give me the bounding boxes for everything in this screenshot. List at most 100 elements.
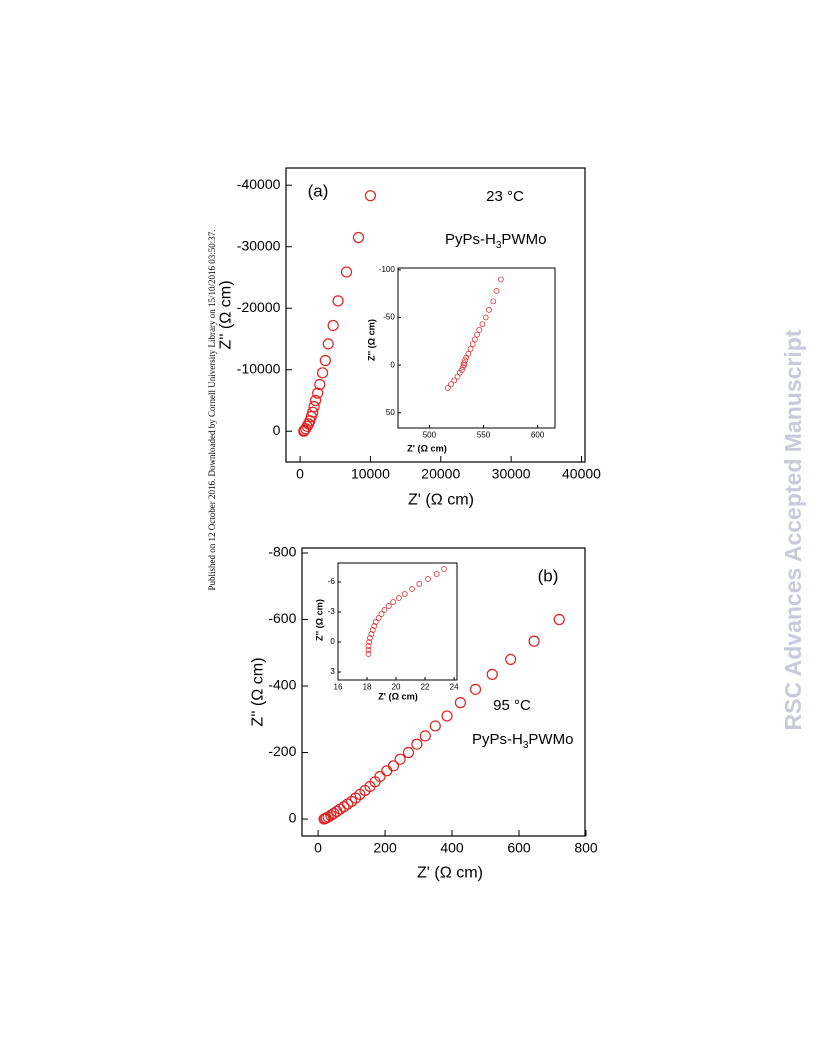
data-point: [448, 381, 454, 388]
data-point: [441, 566, 447, 572]
x-tick-label: 500: [423, 430, 437, 439]
x-tick-label: 20000: [421, 465, 460, 481]
data-point: [469, 683, 482, 695]
data-point: [433, 571, 440, 577]
data-point: [322, 338, 334, 350]
x-tick-label: 0: [296, 465, 304, 481]
data-point: [312, 387, 324, 399]
data-point: [396, 595, 402, 601]
data-point: [327, 319, 339, 332]
x-tick-label: 0: [314, 839, 322, 855]
y-tick-label: 3: [330, 667, 335, 676]
annotation: (b): [538, 566, 559, 585]
sample-label: PyPs-H3PWMo: [472, 731, 573, 751]
data-point: [340, 266, 353, 278]
data-point: [314, 378, 326, 391]
y-tick-label: 50: [386, 408, 395, 417]
data-point: [367, 635, 373, 641]
data-point: [486, 307, 492, 313]
data-point: [411, 738, 423, 750]
data-point: [332, 295, 344, 307]
data-point: [553, 613, 565, 626]
y-tick-label: -30000: [237, 237, 281, 253]
data-point: [305, 410, 317, 423]
data-point: [474, 331, 480, 338]
data-point: [402, 746, 415, 759]
data-point: [454, 697, 467, 709]
data-point: [444, 385, 451, 391]
y-tick-label: -20000: [237, 299, 281, 315]
data-point: [472, 336, 478, 343]
data-point: [319, 354, 331, 367]
data-point: [349, 792, 362, 804]
data-point: [316, 367, 329, 379]
publication-note: Published on 12 October 2016. Downloaded…: [207, 230, 217, 591]
data-point: [505, 653, 517, 666]
x-tick-label: 600: [507, 839, 531, 855]
x-tick-label: 400: [440, 839, 464, 855]
data-point: [366, 639, 373, 645]
y-tick-label: 0: [289, 810, 297, 826]
annotation: 95 °C: [493, 697, 531, 714]
x-axis-label: Z' (Ω cm): [408, 490, 474, 508]
data-point: [528, 635, 540, 647]
x-axis-label: Z' (Ω cm): [407, 443, 447, 453]
y-tick-label: 0: [330, 637, 335, 646]
data-point: [352, 231, 365, 244]
x-axis-label: Z' (Ω cm): [417, 863, 483, 881]
data-point: [459, 367, 465, 373]
y-axis-label: Z'' (Ω cm): [314, 599, 324, 641]
data-point: [416, 581, 423, 587]
x-tick-label: 24: [450, 682, 459, 691]
label-part: 3: [496, 240, 502, 251]
label-part: PWMo: [501, 231, 546, 248]
data-point: [298, 425, 310, 437]
data-point: [465, 350, 472, 357]
data-point: [486, 668, 498, 680]
data-point: [462, 357, 468, 364]
label-part: PWMo: [528, 731, 573, 748]
data-point: [425, 576, 431, 582]
data-point: [476, 327, 483, 333]
data-point: [365, 651, 372, 657]
data-point: [467, 346, 474, 352]
annotation: 23 °C: [486, 188, 524, 205]
data-point: [441, 710, 453, 722]
y-tick-label: -400: [268, 677, 296, 693]
data-point: [451, 377, 458, 384]
x-axis-label: Z' (Ω cm): [378, 691, 418, 701]
annotation: (a): [308, 181, 329, 200]
y-tick-label: -800: [268, 544, 296, 560]
label-part: 3: [523, 740, 529, 751]
plot-frame: [337, 562, 458, 681]
y-tick-label: 0: [273, 422, 281, 438]
x-tick-label: 200: [373, 839, 397, 855]
data-point: [479, 321, 486, 328]
data-point: [368, 631, 375, 637]
data-point: [429, 720, 441, 732]
data-point: [390, 599, 396, 605]
data-point: [469, 341, 476, 348]
label-part: PyPs-H: [445, 231, 496, 248]
data-point: [385, 603, 392, 609]
x-tick-label: 18: [363, 682, 372, 691]
y-axis-label: Z'' (Ω cm): [248, 657, 266, 726]
data-point: [331, 805, 343, 817]
x-tick-label: 10000: [351, 465, 390, 481]
data-point: [394, 753, 406, 765]
y-axis-label: Z'' (Ω cm): [216, 280, 234, 349]
x-tick-label: 550: [477, 430, 491, 439]
data-point: [365, 643, 372, 649]
x-tick-label: 16: [334, 682, 343, 691]
y-tick-label: -3: [328, 607, 336, 616]
data-point: [371, 623, 378, 629]
x-tick-label: 22: [421, 682, 430, 691]
data-point: [318, 813, 330, 825]
data-point: [493, 288, 500, 294]
data-point: [309, 394, 322, 407]
data-point: [419, 730, 431, 742]
x-tick-label: 800: [574, 839, 598, 855]
data-point: [482, 314, 489, 321]
y-tick-label: -200: [268, 743, 296, 759]
